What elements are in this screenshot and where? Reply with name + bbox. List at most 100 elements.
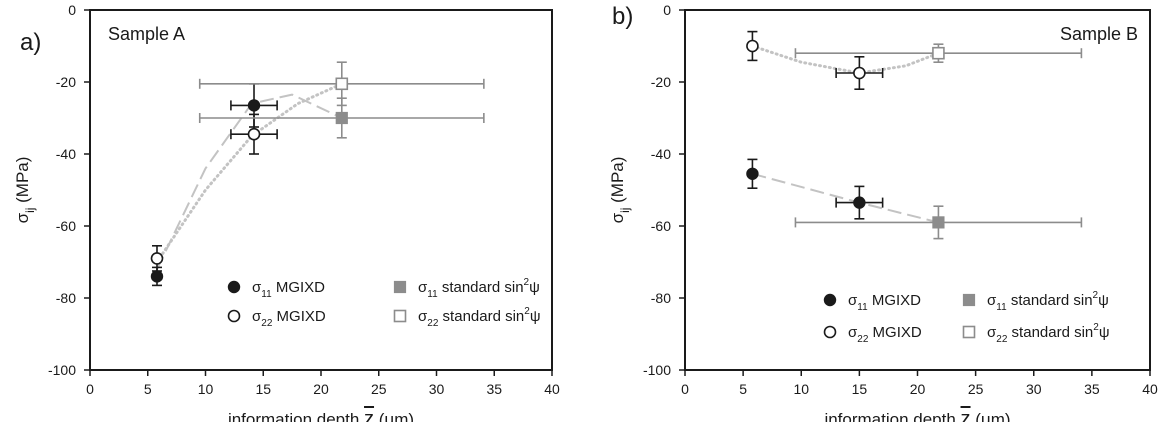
legend-text: standard sin (1007, 324, 1093, 341)
y-tick-label: 0 (68, 2, 76, 18)
y-axis-label: σij (MPa) (13, 157, 37, 224)
y-tick-label: -100 (48, 362, 76, 378)
legend-sub: 22 (427, 318, 439, 329)
legend-psi: ψ (530, 308, 541, 325)
legend-psi: ψ (529, 279, 540, 296)
y-tick-label: -60 (651, 218, 671, 234)
legend-label: σ22 MGIXD (848, 324, 922, 345)
x-tick-label: 40 (544, 381, 560, 397)
y-tick-label: -100 (643, 362, 671, 378)
x-tick-label: 25 (371, 381, 387, 397)
data-point (335, 77, 349, 91)
data-point (853, 196, 866, 209)
legend-sup: 2 (1093, 290, 1099, 301)
y-axis-label-sub: ij (618, 208, 632, 213)
legend-psi: ψ (1099, 324, 1110, 341)
legend-sub: 22 (857, 334, 869, 345)
x-tick-label: 5 (144, 381, 152, 397)
data-point (853, 66, 866, 80)
legend-label: σ11 standard sin2ψ (987, 290, 1109, 313)
x-tick-label: 20 (313, 381, 329, 397)
x-tick-label: 35 (1084, 381, 1100, 397)
data-point (932, 216, 945, 229)
legend-sub: 11 (261, 289, 272, 300)
legend-label: σ11 MGIXD (848, 292, 921, 313)
data-point (746, 39, 759, 53)
legend-marker (227, 309, 241, 323)
panel-label: b) (612, 3, 633, 30)
legend-marker (962, 293, 976, 307)
data-point (247, 127, 261, 141)
x-tick-label: 10 (198, 381, 214, 397)
x-tick-label: 30 (429, 381, 445, 397)
y-axis-label-sigma: σ (13, 212, 32, 223)
x-tick-label: 5 (739, 381, 747, 397)
x-tick-label: 0 (681, 381, 689, 397)
x-tick-label: 10 (793, 381, 809, 397)
trend-line-dotted (750, 44, 940, 75)
y-axis-label-sub: ij (23, 208, 37, 213)
legend-text: MGIXD (868, 324, 922, 341)
x-tick-label: 30 (1026, 381, 1042, 397)
chart-panel-1: a) 0 5 10 15 20 25 30 35 40 0 -20 -40 -60 -80 -100 infor… (13, 2, 560, 422)
legend-sigma: σ (848, 324, 858, 341)
legend-marker (962, 325, 976, 339)
legend-text: MGIXD (272, 279, 326, 296)
legend-sigma: σ (987, 292, 997, 309)
panel-label: a) (20, 29, 41, 56)
x-axis-label: information depth z (μm) (824, 408, 1010, 422)
legend-sigma: σ (987, 324, 997, 341)
data-point (150, 252, 164, 265)
legend-sup: 2 (1093, 322, 1099, 333)
legend-marker (227, 280, 241, 294)
legend-label: σ22 standard sin2ψ (418, 306, 541, 329)
legend-sigma: σ (418, 279, 428, 296)
chart-panel-2: b) 0 5 10 15 20 25 30 35 40 0 -20 -40 -60 -80 -100 infor… (608, 2, 1158, 422)
legend-marker (823, 293, 837, 307)
y-tick-label: -40 (56, 146, 76, 162)
trend-line-dashed (752, 172, 939, 224)
y-tick-label: -80 (651, 290, 671, 306)
legend-sup: 2 (524, 306, 530, 317)
x-tick-label: 20 (910, 381, 926, 397)
legend-sub: 11 (427, 289, 438, 300)
legend-sigma: σ (252, 279, 262, 296)
legend-sub: 22 (996, 334, 1008, 345)
y-axis-label-unit: (MPa) (13, 157, 32, 208)
x-tick-label: 15 (852, 381, 868, 397)
legend-label: σ22 standard sin2ψ (987, 322, 1110, 345)
data-point (746, 167, 759, 181)
data-point (335, 111, 348, 125)
x-axis-label-unit: (μm) (971, 410, 1011, 422)
y-tick-label: -20 (56, 74, 76, 90)
legend-label: σ22 MGIXD (252, 308, 326, 329)
legend-label: σ11 standard sin2ψ (418, 277, 540, 300)
legend-label: σ11 MGIXD (252, 279, 325, 300)
y-axis-label-unit: (MPa) (608, 157, 627, 208)
x-axis-label-z: z (961, 408, 971, 422)
legend-marker (393, 280, 407, 294)
legend-sup: 2 (524, 277, 530, 288)
legend-sigma: σ (252, 308, 262, 325)
x-tick-label: 15 (255, 381, 271, 397)
legend-psi: ψ (1098, 292, 1109, 309)
data-point (932, 46, 945, 60)
trend-line-dotted (155, 82, 344, 264)
y-tick-label: -80 (56, 290, 76, 306)
legend-text: standard sin (438, 308, 524, 325)
y-tick-label: 0 (663, 2, 671, 18)
legend-text: MGIXD (272, 308, 326, 325)
sample-title: Sample B (1060, 24, 1138, 44)
legend-sub: 11 (996, 302, 1007, 313)
legend-marker (823, 325, 837, 339)
legend-sigma: σ (418, 308, 428, 325)
legend-text: MGIXD (868, 292, 922, 309)
y-tick-label: -20 (651, 74, 671, 90)
y-tick-label: -60 (56, 218, 76, 234)
legend-text: standard sin (1007, 292, 1093, 309)
legend-sigma: σ (848, 292, 858, 309)
legend-sub: 11 (857, 302, 868, 313)
plot-frame (684, 9, 1151, 371)
x-tick-label: 40 (1142, 381, 1158, 397)
